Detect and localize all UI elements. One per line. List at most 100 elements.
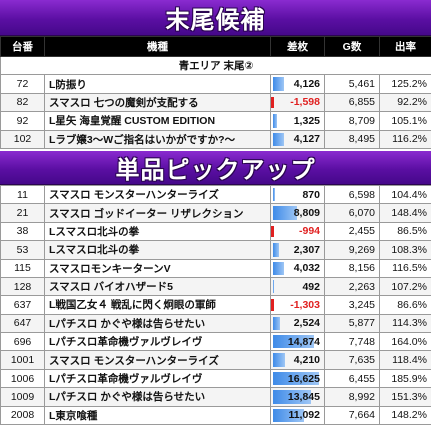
games-cell: 2,455	[324, 221, 380, 242]
table-row: 2008 L東京喰種 11,092 7,664 148.2%	[0, 405, 431, 426]
games-cell: 5,461	[324, 74, 380, 94]
positive-diff-bar	[273, 187, 275, 202]
table-row: 1006 Lパチスロ革命機ヴァルヴレイヴ 16,625 6,455 185.9%	[0, 368, 431, 389]
machine-no-cell: 53	[0, 240, 45, 260]
positive-diff-bar	[273, 132, 284, 146]
rate-cell: 116.2%	[379, 129, 431, 149]
table-row: 38 Lスマスロ北斗の拳 -994 2,455 86.5%	[0, 221, 431, 242]
machine-no-cell: 102	[0, 129, 45, 149]
diff-cell: 1,325	[270, 111, 325, 131]
area-label: 青エリア 末尾②	[0, 55, 431, 76]
header-diff: 差枚	[270, 36, 325, 57]
area-label-row: 青エリア 末尾②	[0, 55, 431, 76]
model-name-cell: スマスロモンキーターンV	[44, 258, 271, 278]
diff-cell: 4,126	[270, 74, 325, 94]
rate-cell: 116.5%	[379, 258, 431, 278]
diff-value: 4,032	[293, 262, 320, 275]
table-row: 647 Lパチスロ かぐや様は告らせたい 2,524 5,877 114.3%	[0, 313, 431, 334]
table-row: 696 Lパチスロ革命機ヴァルヴレイヴ 14,874 7,748 164.0%	[0, 332, 431, 352]
diff-value: 4,210	[293, 354, 320, 367]
diff-value: 4,127	[293, 133, 320, 146]
rate-cell: 185.9%	[379, 368, 431, 389]
model-name-cell: スマスロ モンスターハンターライズ	[44, 350, 271, 370]
machine-no-cell: 82	[0, 92, 45, 113]
machine-no-cell: 92	[0, 111, 45, 131]
diff-value: -1,303	[290, 298, 320, 311]
games-cell: 7,635	[324, 350, 380, 370]
candidate-table: 台番 機種 差枚 G数 出率 青エリア 末尾② 72 L防振り 4,126 5,461…	[0, 36, 431, 149]
machine-no-cell: 11	[0, 184, 45, 205]
machine-no-cell: 128	[0, 276, 45, 297]
diff-cell: 2,524	[270, 313, 325, 334]
positive-diff-bar	[273, 243, 279, 257]
positive-diff-bar	[273, 335, 314, 349]
negative-diff-bar	[271, 225, 274, 238]
table-row: 102 Lラブ嬢3～Wご指名はいかがですか?～ 4,127 8,495 116.2%	[0, 129, 431, 149]
diff-value: -1,598	[290, 96, 320, 109]
model-name-cell: Lパチスロ かぐや様は告らせたい	[44, 313, 271, 334]
positive-diff-bar	[273, 408, 304, 423]
diff-value: 2,524	[293, 317, 320, 330]
diff-value: 16,625	[287, 372, 320, 385]
rate-cell: 125.2%	[379, 74, 431, 94]
games-cell: 8,992	[324, 387, 380, 407]
positive-diff-bar	[273, 261, 284, 275]
rate-cell: 86.5%	[379, 221, 431, 242]
games-cell: 7,748	[324, 332, 380, 352]
model-name-cell: Lパチスロ革命機ヴァルヴレイヴ	[44, 368, 271, 389]
diff-cell: 2,307	[270, 240, 325, 260]
model-name-cell: L星矢 海皇覚醒 CUSTOM EDITION	[44, 111, 271, 131]
single-pickup-banner-title: 単品ピックアップ	[115, 156, 316, 184]
games-cell: 6,598	[324, 184, 380, 205]
diff-value: 4,126	[293, 78, 320, 91]
positive-diff-bar	[273, 77, 284, 91]
positive-diff-bar	[273, 316, 280, 331]
games-cell: 2,263	[324, 276, 380, 297]
rate-cell: 86.6%	[379, 295, 431, 315]
rate-cell: 92.2%	[379, 92, 431, 113]
machine-no-cell: 1001	[0, 350, 45, 370]
positive-diff-bar	[273, 353, 285, 367]
machine-no-cell: 696	[0, 332, 45, 352]
table-row: 53 Lスマスロ北斗の拳 2,307 9,269 108.3%	[0, 240, 431, 260]
positive-diff-bar	[273, 390, 311, 404]
model-name-cell: Lパチスロ革命機ヴァルヴレイヴ	[44, 332, 271, 352]
model-name-cell: Lスマスロ北斗の拳	[44, 221, 271, 242]
positive-diff-bar	[273, 371, 319, 386]
header-games: G数	[324, 36, 380, 57]
rate-cell: 151.3%	[379, 387, 431, 407]
games-cell: 8,495	[324, 129, 380, 149]
rate-cell: 104.4%	[379, 184, 431, 205]
games-cell: 6,455	[324, 368, 380, 389]
negative-diff-bar	[271, 96, 274, 109]
rate-cell: 114.3%	[379, 313, 431, 334]
rate-cell: 105.1%	[379, 111, 431, 131]
machine-no-cell: 115	[0, 258, 45, 278]
diff-cell: 492	[270, 276, 325, 297]
machine-no-cell: 21	[0, 203, 45, 223]
positive-diff-bar	[273, 114, 277, 128]
model-name-cell: スマスロ バイオハザード5	[44, 276, 271, 297]
model-name-cell: Lスマスロ北斗の拳	[44, 240, 271, 260]
diff-cell: 870	[270, 184, 325, 205]
games-cell: 8,156	[324, 258, 380, 278]
diff-cell: -1,303	[270, 295, 325, 315]
positive-diff-bar	[273, 279, 274, 294]
games-cell: 8,709	[324, 111, 380, 131]
table-row: 637 L戦国乙女４ 戦乱に閃く炯眼の軍師 -1,303 3,245 86.6%	[0, 295, 431, 315]
model-name-cell: スマスロ モンスターハンターライズ	[44, 184, 271, 205]
table-row: 128 スマスロ バイオハザード5 492 2,263 107.2%	[0, 276, 431, 297]
diff-cell: 4,210	[270, 350, 325, 370]
rate-cell: 164.0%	[379, 332, 431, 352]
rate-cell: 148.4%	[379, 203, 431, 223]
diff-value: 8,809	[293, 207, 320, 220]
diff-cell: 4,032	[270, 258, 325, 278]
diff-value: 2,307	[293, 243, 320, 256]
diff-cell: 13,845	[270, 387, 325, 407]
rate-cell: 118.4%	[379, 350, 431, 370]
diff-value: 1,325	[293, 114, 320, 127]
diff-cell: 8,809	[270, 203, 325, 223]
table-row: 1001 スマスロ モンスターハンターライズ 4,210 7,635 118.4%	[0, 350, 431, 370]
diff-cell: 4,127	[270, 129, 325, 149]
model-name-cell: L戦国乙女４ 戦乱に閃く炯眼の軍師	[44, 295, 271, 315]
